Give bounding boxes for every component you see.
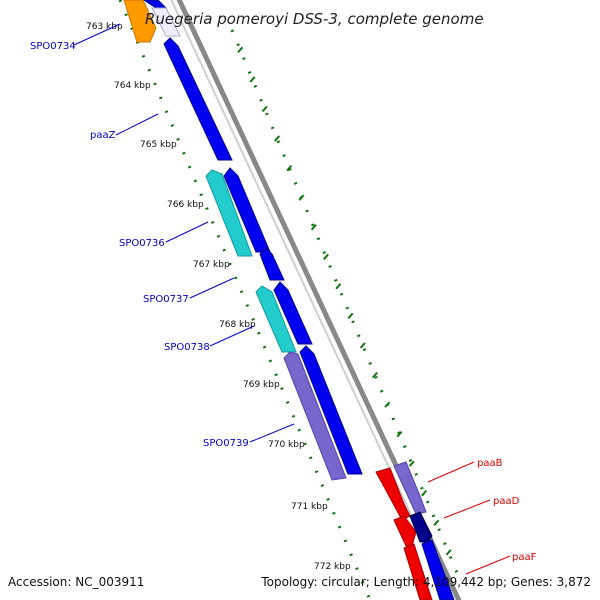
gene-spo0736[interactable] <box>205 169 253 257</box>
dotted-guide-lines <box>118 0 462 600</box>
gene-label-spo0737[interactable]: SPO0737 <box>143 294 189 305</box>
kbp-label: 764 kbp <box>114 81 151 91</box>
gene-forward-768[interactable] <box>273 281 313 345</box>
accession-text: Accession: NC_003911 <box>8 575 144 589</box>
outer-tick <box>335 283 342 290</box>
outer-tick <box>323 253 329 260</box>
gene-label-paab[interactable]: paaB <box>477 458 503 469</box>
gene-top-forward[interactable] <box>143 0 168 9</box>
outer-tick <box>408 460 415 467</box>
kbp-label: 763 kbp <box>86 22 123 32</box>
outer-tick <box>310 224 317 231</box>
gene-label-spo0738[interactable]: SPO0738 <box>164 342 210 353</box>
gene-label-spo0739[interactable]: SPO0739 <box>203 438 249 449</box>
outer-tick <box>421 490 427 497</box>
gene-paaz[interactable] <box>163 37 233 161</box>
outer-tick <box>286 164 293 172</box>
gene-paab[interactable] <box>375 467 411 521</box>
outer-tick <box>249 76 256 83</box>
outer-tick <box>372 371 378 379</box>
outer-tick <box>274 135 280 142</box>
kbp-label: 769 kbp <box>243 380 280 390</box>
gene-paab-purple[interactable] <box>393 461 427 515</box>
gene-paaf-blue[interactable] <box>421 539 455 600</box>
gene-paad-red[interactable] <box>393 515 417 547</box>
gene-label-spo0736[interactable]: SPO0736 <box>119 238 165 249</box>
gene-label-paaf[interactable]: paaF <box>512 552 537 563</box>
gene-features <box>123 0 455 600</box>
gene-top-white <box>151 7 181 37</box>
gene-spo0734[interactable] <box>123 0 157 43</box>
gene-forward-769[interactable] <box>299 345 363 475</box>
outer-tick <box>384 401 391 408</box>
kbp-label: 765 kbp <box>140 140 177 150</box>
gene-spo0738[interactable] <box>255 285 297 353</box>
outer-dotted-line <box>230 29 462 581</box>
kbp-label: 767 kbp <box>193 260 230 270</box>
kbp-label: 770 kbp <box>268 440 305 450</box>
kbp-label: 772 kbp <box>314 562 351 572</box>
kbp-labels: 763 kbp 764 kbp 765 kbp 766 kbp 767 kbp … <box>86 22 351 572</box>
kbp-label: 768 kbp <box>219 320 256 330</box>
kbp-label: 766 kbp <box>167 200 204 210</box>
gene-spo0739[interactable] <box>283 351 347 481</box>
kbp-label: 771 kbp <box>291 502 328 512</box>
genome-title: Ruegeria pomeroyi DSS-3, complete genome <box>145 10 484 28</box>
outer-tick <box>261 105 268 113</box>
gene-forward-766[interactable] <box>223 167 271 253</box>
outer-tick <box>298 194 305 201</box>
gene-paaf-red[interactable] <box>403 543 433 600</box>
outer-tick <box>347 312 354 320</box>
gene-labels: SPO0734 paaZ SPO0736 SPO0737 SPO0738 SPO… <box>30 23 537 575</box>
gene-label-spo0734[interactable]: SPO0734 <box>30 41 76 52</box>
outer-tick <box>396 430 403 438</box>
gene-label-paaz[interactable]: paaZ <box>90 130 116 141</box>
gene-label-paad[interactable]: paaD <box>493 496 520 507</box>
gene-forward-767[interactable] <box>259 247 285 281</box>
inner-dotted-line <box>118 0 372 600</box>
genome-summary-text: Topology: circular; Length: 4,109,442 bp… <box>260 575 591 589</box>
gene-paad-navy[interactable] <box>409 511 433 543</box>
outer-tick <box>433 519 440 527</box>
outer-tick <box>237 46 244 54</box>
outer-tick <box>445 549 452 556</box>
outer-tick-marks <box>237 46 452 556</box>
outer-tick <box>359 342 366 349</box>
